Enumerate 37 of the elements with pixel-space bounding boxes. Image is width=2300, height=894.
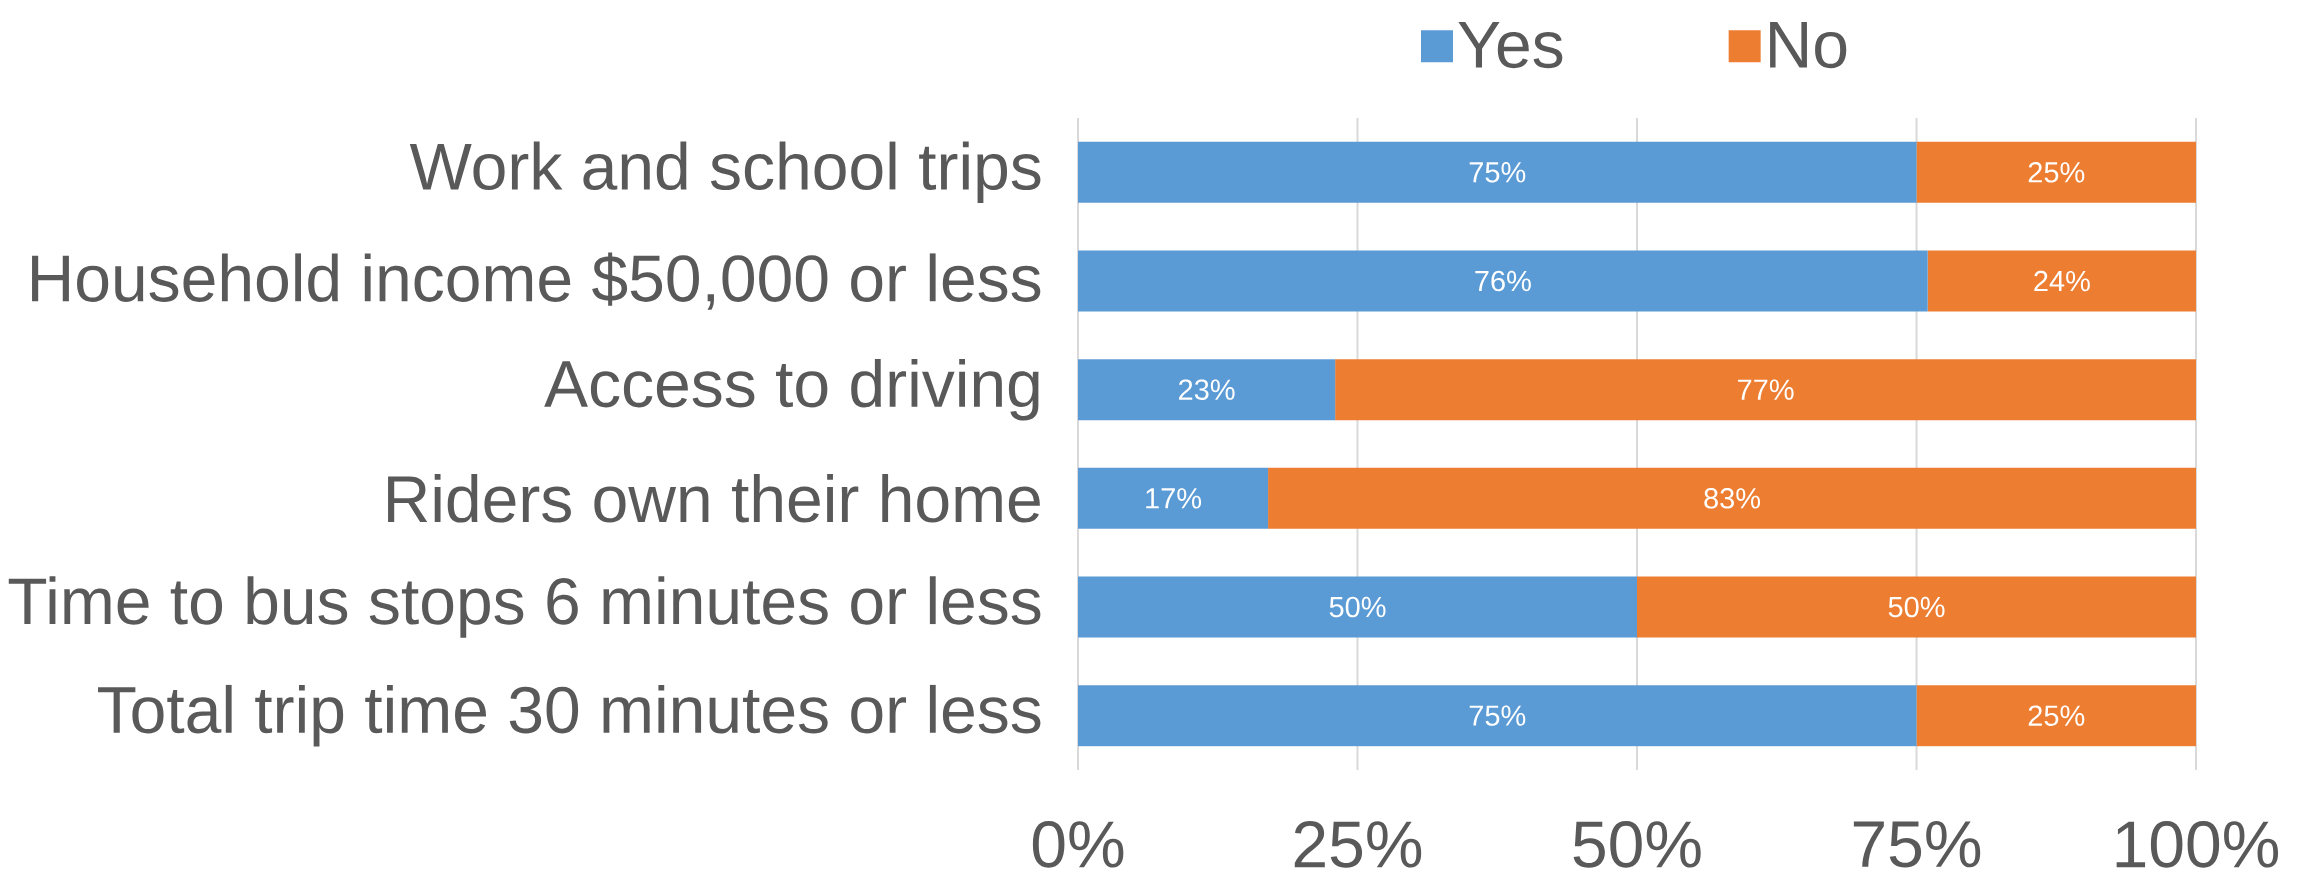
y-tick-label: Access to driving — [544, 358, 1039, 421]
x-tick-label: 0% — [1032, 821, 1124, 868]
bar — [1268, 467, 2197, 529]
data-label: 50% — [1329, 596, 1386, 618]
data-label: 17% — [1146, 488, 1202, 509]
legend-label: Yes — [1458, 22, 1563, 69]
bar — [1078, 467, 1269, 529]
x-tick-label: 50% — [1573, 821, 1701, 868]
data-label: 75% — [1469, 162, 1526, 183]
bar — [1078, 685, 1917, 747]
bar — [1927, 250, 2197, 312]
data-label: 25% — [2028, 162, 2085, 183]
y-tick-label: Total trip time 30 minutes or less — [98, 684, 1041, 747]
bar — [1335, 359, 2197, 421]
y-tick-label: Household income $50,000 or less — [32, 252, 1041, 310]
bar — [1916, 685, 2197, 747]
x-tick-label: 25% — [1294, 821, 1422, 868]
legend-label: No — [1770, 22, 1847, 69]
bar — [1916, 141, 2197, 203]
data-label: 76% — [1475, 270, 1531, 292]
x-tick-label: 100% — [2116, 821, 2279, 868]
bar — [1078, 250, 1928, 312]
data-label: 23% — [1179, 379, 1235, 400]
bar — [1078, 576, 1638, 638]
data-label: 25% — [2028, 705, 2085, 726]
bar — [1078, 141, 1917, 203]
bar — [1637, 576, 2197, 638]
data-label: 83% — [1704, 488, 1761, 509]
y-tick-label: Time to bus stops 6 minutes or less — [8, 576, 1041, 638]
bar — [1078, 359, 1336, 421]
y-tick-label: Work and school trips — [409, 141, 1041, 204]
data-label: 77% — [1738, 379, 1794, 400]
data-label: 75% — [1469, 705, 1526, 726]
data-label: 24% — [2034, 270, 2090, 292]
y-tick-label: Riders own their home — [388, 474, 1040, 523]
data-label: 50% — [1888, 596, 1945, 618]
x-tick-label: 75% — [1853, 821, 1981, 868]
